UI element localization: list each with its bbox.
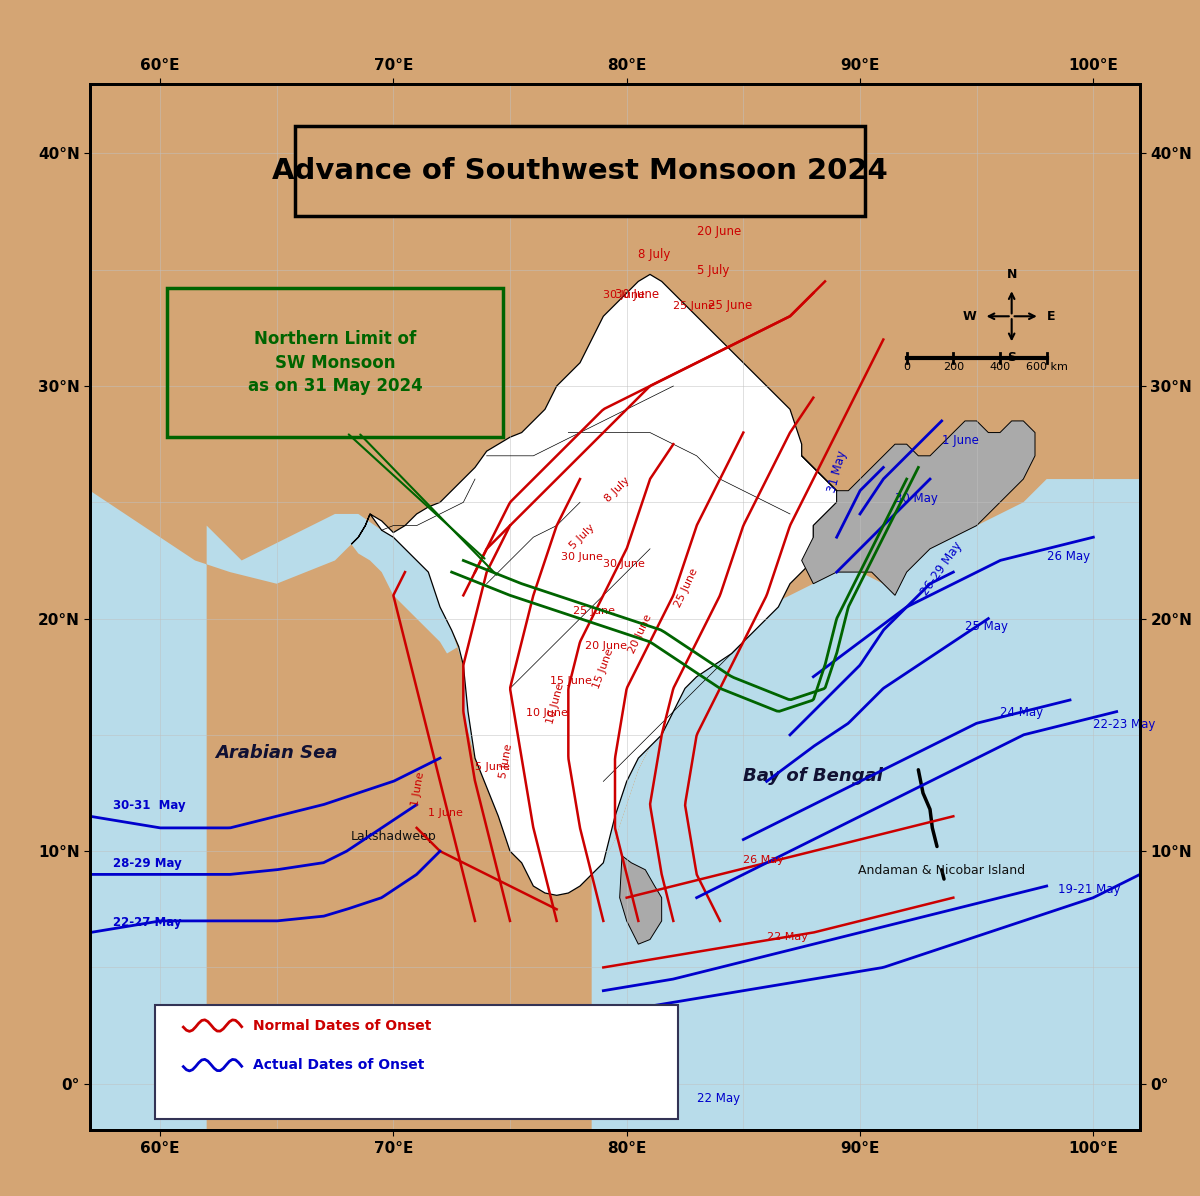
Text: 26-29 May: 26-29 May bbox=[918, 539, 965, 598]
Text: 600 km: 600 km bbox=[1026, 361, 1068, 372]
Polygon shape bbox=[802, 421, 1036, 596]
Text: 20 June: 20 June bbox=[626, 614, 654, 655]
Text: 24 May: 24 May bbox=[1000, 707, 1043, 719]
Text: 31 May: 31 May bbox=[826, 448, 848, 494]
Text: Lakshadweep: Lakshadweep bbox=[350, 830, 437, 842]
Text: N: N bbox=[1007, 268, 1016, 281]
Text: 25 June: 25 June bbox=[574, 606, 616, 616]
Polygon shape bbox=[1000, 84, 1140, 456]
Text: 10 June: 10 June bbox=[545, 682, 565, 725]
Text: 1 June: 1 June bbox=[942, 434, 978, 447]
Text: 30 June: 30 June bbox=[616, 288, 659, 300]
Text: 30 May: 30 May bbox=[895, 493, 938, 506]
Text: Bay of Bengal: Bay of Bengal bbox=[743, 768, 883, 786]
Text: 22-23 May: 22-23 May bbox=[1093, 718, 1156, 731]
Text: 1 June: 1 June bbox=[428, 808, 463, 818]
Text: 5 June: 5 June bbox=[498, 743, 515, 779]
Polygon shape bbox=[90, 490, 650, 1130]
Text: 30-31  May: 30-31 May bbox=[113, 799, 186, 812]
Text: 22 May: 22 May bbox=[697, 1092, 739, 1105]
Text: Arabian Sea: Arabian Sea bbox=[216, 744, 338, 762]
Text: W: W bbox=[962, 310, 977, 323]
Text: 15 June: 15 June bbox=[550, 676, 592, 685]
Text: 5 July: 5 July bbox=[569, 523, 598, 551]
Text: 5 June: 5 June bbox=[475, 762, 510, 771]
Text: 22 May: 22 May bbox=[767, 932, 808, 941]
Text: 26 May: 26 May bbox=[743, 855, 784, 865]
Text: Indian Ocean: Indian Ocean bbox=[527, 1009, 680, 1030]
Polygon shape bbox=[352, 274, 836, 896]
Text: 22-27 May: 22-27 May bbox=[113, 916, 182, 928]
Text: 30 June: 30 June bbox=[562, 553, 604, 562]
Text: 25 June: 25 June bbox=[673, 567, 700, 609]
Text: Northern Limit of
SW Monsoon
as on 31 May 2024: Northern Limit of SW Monsoon as on 31 Ma… bbox=[247, 330, 422, 396]
Text: 400: 400 bbox=[990, 361, 1010, 372]
Polygon shape bbox=[619, 856, 661, 944]
Text: 26 May: 26 May bbox=[1046, 550, 1090, 563]
Text: 25 June: 25 June bbox=[708, 299, 752, 312]
FancyBboxPatch shape bbox=[295, 126, 865, 216]
Text: Advance of Southwest Monsoon 2024: Advance of Southwest Monsoon 2024 bbox=[272, 157, 888, 185]
Text: 15 June: 15 June bbox=[592, 647, 616, 690]
Text: 0: 0 bbox=[904, 361, 910, 372]
Text: 20 June: 20 June bbox=[584, 641, 626, 651]
Text: 8 July: 8 July bbox=[638, 248, 671, 261]
Text: 25 June: 25 June bbox=[673, 301, 715, 311]
Text: E: E bbox=[1046, 310, 1055, 323]
Text: Andaman & Nicobar Island: Andaman & Nicobar Island bbox=[858, 865, 1025, 878]
Text: 30 June: 30 June bbox=[604, 560, 646, 569]
Text: 30 June: 30 June bbox=[604, 289, 646, 300]
Text: 200: 200 bbox=[943, 361, 964, 372]
Text: 20 June: 20 June bbox=[697, 225, 740, 238]
Text: 1 June: 1 June bbox=[409, 770, 426, 806]
Text: S: S bbox=[1007, 352, 1016, 364]
Text: 25 May: 25 May bbox=[965, 621, 1008, 633]
FancyBboxPatch shape bbox=[155, 1005, 678, 1118]
Text: 28-29 May: 28-29 May bbox=[113, 858, 182, 871]
Text: 19-21 May: 19-21 May bbox=[1058, 883, 1121, 896]
Polygon shape bbox=[458, 480, 1140, 1130]
Text: 19-21 May: 19-21 May bbox=[510, 1097, 572, 1110]
Text: 5 July: 5 July bbox=[697, 264, 730, 277]
Text: 8 July: 8 July bbox=[604, 476, 632, 505]
Text: 10 June: 10 June bbox=[527, 708, 569, 719]
Text: Actual Dates of Onset: Actual Dates of Onset bbox=[253, 1058, 425, 1072]
Text: Normal Dates of Onset: Normal Dates of Onset bbox=[253, 1019, 432, 1032]
